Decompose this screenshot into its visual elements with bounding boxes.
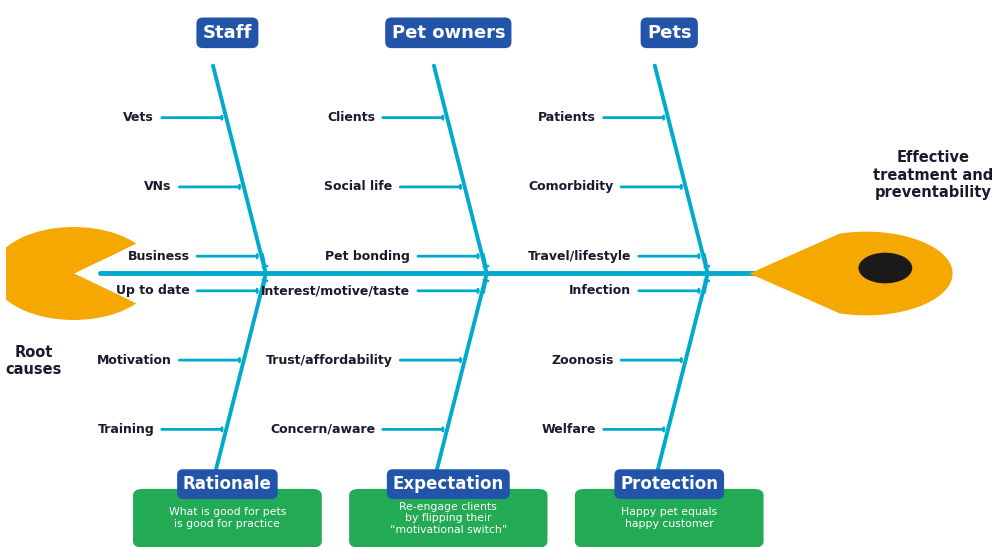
Text: Expectation: Expectation — [393, 475, 504, 493]
Text: Interest/motive/taste: Interest/motive/taste — [261, 284, 410, 298]
Text: Effective
treatment and
preventability: Effective treatment and preventability — [873, 150, 994, 200]
Text: Welfare: Welfare — [542, 423, 596, 436]
Text: Social life: Social life — [324, 181, 393, 194]
Text: Motivation: Motivation — [97, 353, 172, 366]
Text: Pets: Pets — [647, 24, 692, 42]
Text: Zoonosis: Zoonosis — [551, 353, 614, 366]
Text: Happy pet equals
happy customer: Happy pet equals happy customer — [621, 508, 717, 529]
FancyBboxPatch shape — [134, 490, 321, 547]
FancyBboxPatch shape — [350, 490, 547, 547]
Text: Business: Business — [127, 249, 189, 263]
Wedge shape — [11, 238, 122, 309]
Text: What is good for pets
is good for practice: What is good for pets is good for practi… — [169, 508, 286, 529]
Circle shape — [858, 253, 912, 283]
Text: Staff: Staff — [203, 24, 252, 42]
Text: Training: Training — [97, 423, 154, 436]
Text: Up to date: Up to date — [116, 284, 189, 298]
Text: Comorbidity: Comorbidity — [528, 181, 614, 194]
Text: Root
causes: Root causes — [5, 345, 62, 377]
Text: VNs: VNs — [144, 181, 172, 194]
Text: Infection: Infection — [569, 284, 631, 298]
Text: Re-engage clients
by flipping their
“motivational switch”: Re-engage clients by flipping their “mot… — [390, 502, 507, 535]
Text: Pet owners: Pet owners — [392, 24, 505, 42]
Text: Rationale: Rationale — [183, 475, 272, 493]
FancyBboxPatch shape — [576, 490, 763, 547]
Text: Pet bonding: Pet bonding — [325, 249, 410, 263]
Text: Concern/aware: Concern/aware — [270, 423, 375, 436]
Text: Vets: Vets — [123, 111, 154, 124]
Text: Protection: Protection — [620, 475, 718, 493]
Text: Clients: Clients — [327, 111, 375, 124]
Wedge shape — [0, 227, 136, 320]
Polygon shape — [749, 232, 953, 315]
Text: Trust/affordability: Trust/affordability — [266, 353, 393, 366]
Text: Travel/lifestyle: Travel/lifestyle — [528, 249, 631, 263]
Text: Patients: Patients — [538, 111, 596, 124]
